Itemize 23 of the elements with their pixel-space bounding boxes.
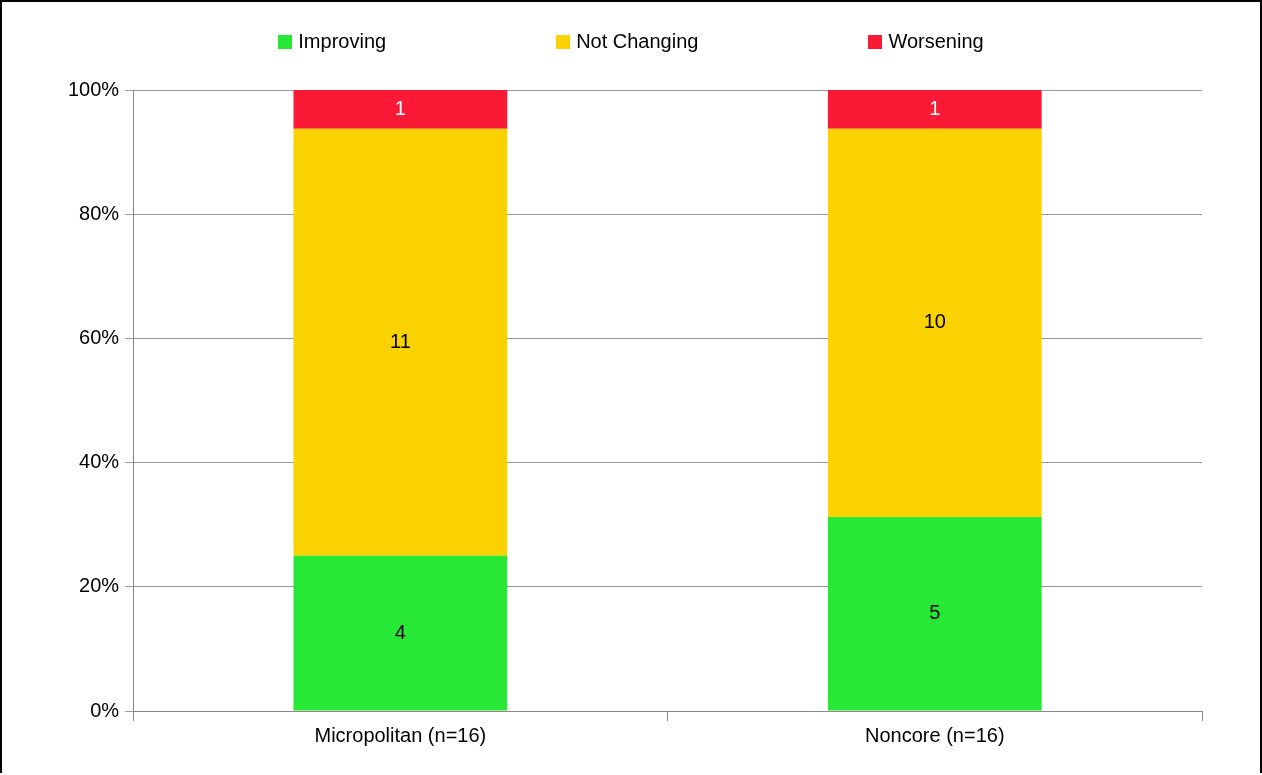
y-tick-label: 40%: [79, 450, 120, 473]
legend-label: Improving: [298, 30, 387, 53]
annotation: 1: [394, 96, 406, 119]
bar: [827, 516, 1042, 711]
bar: [293, 128, 508, 556]
bar: [827, 128, 1042, 517]
y-tick-label: 80%: [79, 201, 120, 224]
bar: [293, 555, 508, 711]
annotation: 4: [394, 620, 406, 643]
annotation: 1: [929, 96, 941, 119]
annotation: 5: [929, 601, 941, 624]
bar: [293, 90, 508, 129]
x-tick-label: Noncore (n=16): [865, 723, 1005, 746]
bar: [827, 90, 1042, 129]
y-tick-label: 20%: [79, 574, 120, 597]
legend-label: Worsening: [888, 30, 984, 53]
y-tick-label: 100%: [68, 77, 120, 100]
annotation: 10: [923, 310, 946, 333]
annotation: 11: [389, 329, 411, 352]
y-tick-label: 60%: [79, 325, 120, 348]
legend-label: Not Changing: [576, 30, 699, 53]
y-tick-label: 0%: [90, 698, 120, 721]
x-tick-label: Micropolitan (n=16): [314, 723, 487, 746]
